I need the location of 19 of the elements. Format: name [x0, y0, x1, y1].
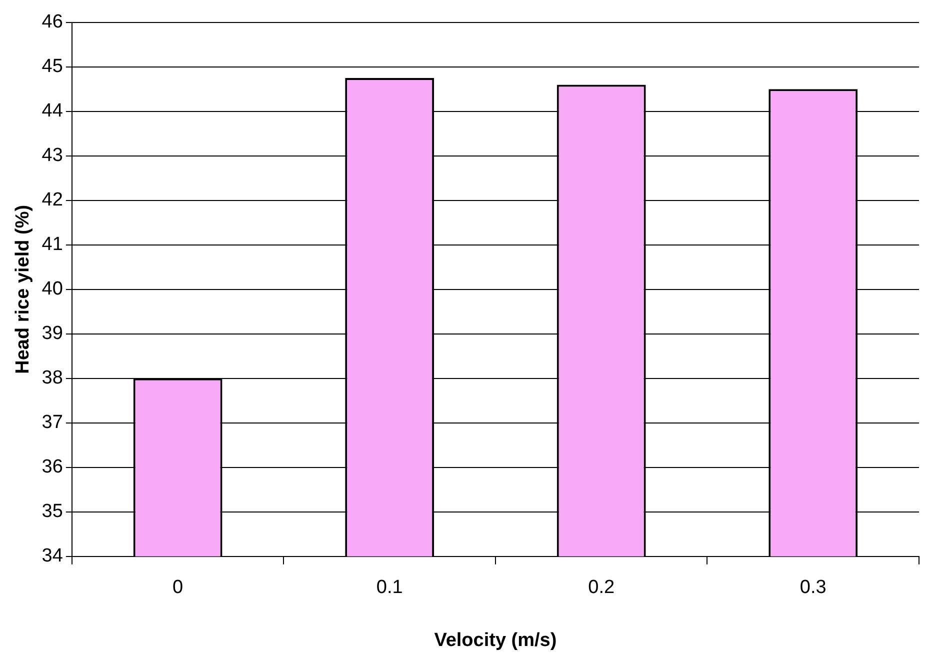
- y-tick-label: 44: [42, 100, 64, 122]
- y-tick-label: 34: [42, 546, 64, 567]
- y-tick-label: 46: [42, 12, 63, 33]
- x-tick-label: 0.3: [800, 577, 826, 598]
- y-tick-label: 43: [42, 145, 63, 166]
- y-tick-label: 37: [42, 412, 63, 434]
- y-tick-label: 39: [42, 323, 63, 344]
- y-tick-label: 41: [42, 234, 63, 256]
- x-tick-label: 0.1: [376, 577, 403, 598]
- y-tick-label: 42: [42, 190, 63, 211]
- x-axis-title: Velocity (m/s): [434, 630, 557, 651]
- y-tick-label: 38: [42, 368, 63, 389]
- x-tick-label: 0: [172, 577, 184, 598]
- y-axis-title: Head rice yield (%): [12, 204, 34, 374]
- y-tick-label: 35: [42, 501, 63, 522]
- x-tick-label: 0.2: [588, 577, 615, 598]
- y-tick-label: 40: [42, 278, 63, 300]
- y-tick-label: 36: [42, 456, 63, 478]
- y-tick-label: 45: [42, 56, 63, 78]
